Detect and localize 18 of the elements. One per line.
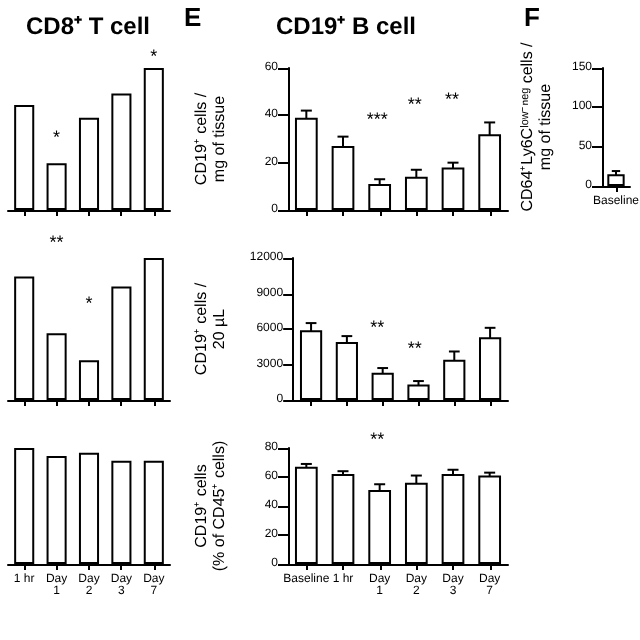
annotation: ** [407,338,423,359]
y-axis-title: CD19⁺ cells (% of CD45⁺ cells) [192,440,228,572]
text: F [524,2,540,32]
y-axis-title: CD19⁺ cells / 20 µL [192,281,228,376]
y-axis-title: CD64⁺Ly6Cˡᵒʷ⁻ⁿᵉᵍ cells / mg of tissue [518,40,554,212]
annotation: ** [407,94,423,115]
annotation: *** [366,108,389,129]
annotation: ** [444,88,460,109]
annotation: * [85,292,94,313]
text: * [150,46,159,67]
chart-title: CD8⁺ T cell [25,12,151,40]
y-axis-title: CD19⁺ cells / mg of tissue [192,91,228,186]
text: ** [49,231,65,252]
annotation: ** [370,317,386,338]
text: E [184,2,202,32]
annotation: ** [370,429,386,449]
chart-title: CD19⁺ B cell [275,12,417,40]
annotation: * [53,127,62,148]
